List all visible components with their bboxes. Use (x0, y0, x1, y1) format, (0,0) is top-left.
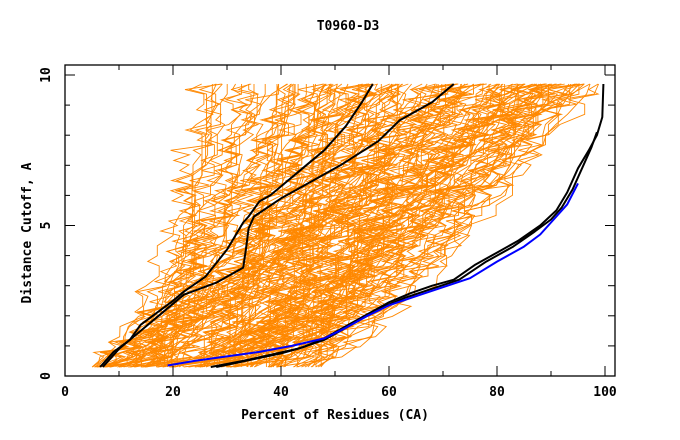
background-model-line (98, 83, 376, 368)
background-model-line (233, 83, 570, 368)
background-model-line (270, 84, 518, 368)
background-model-line (268, 83, 591, 367)
x-axis-label: Percent of Residues (CA) (241, 408, 429, 423)
model-black-4-line (210, 131, 598, 368)
background-model-line (157, 83, 437, 368)
background-model-line (197, 83, 363, 367)
background-model-line (275, 83, 466, 368)
background-model-line (316, 84, 382, 368)
background-model-line (145, 83, 428, 368)
y-tick-label: 5 (39, 222, 54, 230)
background-model-line (132, 83, 326, 368)
x-tick-label: 40 (273, 385, 289, 400)
background-model-line (101, 83, 502, 368)
background-model-line (226, 83, 280, 368)
background-model-line (100, 84, 280, 368)
x-tick-label: 0 (61, 385, 69, 400)
background-model-lines (91, 83, 600, 368)
background-model-line (199, 83, 600, 368)
plot-area (91, 83, 605, 368)
background-model-line (175, 83, 577, 368)
background-model-line (157, 83, 288, 367)
plot-frame (64, 64, 616, 377)
background-model-line (123, 83, 473, 368)
x-tick-label: 80 (489, 385, 505, 400)
highlighted-model-lines (99, 83, 605, 368)
background-model-line (203, 84, 462, 368)
background-model-line (235, 83, 547, 367)
y-tick-label: 0 (39, 372, 54, 380)
x-tick-label: 100 (593, 385, 617, 400)
background-model-line (283, 84, 549, 368)
background-model-line (96, 83, 580, 368)
axes (64, 64, 616, 377)
background-model-line (291, 83, 436, 368)
background-model-line (230, 83, 538, 368)
background-model-line (304, 83, 408, 368)
y-axis-label: Distance Cutoff, A (20, 162, 35, 303)
chart-title: T0960-D3 (317, 19, 380, 34)
model-black-1-line (99, 83, 374, 368)
x-tick-label: 60 (381, 385, 397, 400)
background-model-line (266, 83, 326, 368)
y-axis-ticks: 0 5 10 (39, 67, 615, 380)
background-model-line (226, 83, 513, 368)
model-black-2-line (102, 83, 455, 368)
background-model-line (97, 83, 217, 368)
background-model-line (230, 83, 291, 368)
background-model-line (297, 83, 401, 368)
background-model-line (221, 84, 278, 368)
background-model-line (152, 83, 379, 368)
background-model-line (126, 83, 400, 367)
background-model-line (131, 83, 317, 368)
background-model-line (173, 83, 551, 368)
background-model-line (311, 83, 374, 367)
x-axis-ticks: 0 20 40 60 80 100 (61, 65, 617, 400)
background-model-line (252, 83, 334, 368)
background-model-line (296, 83, 541, 368)
background-model-line (246, 83, 343, 368)
background-model-line (162, 83, 482, 368)
background-model-line (197, 83, 526, 368)
y-tick-label: 10 (39, 67, 54, 83)
background-model-line (94, 84, 371, 368)
model-blue-line (167, 182, 579, 367)
background-model-line (222, 84, 296, 368)
background-model-line (107, 83, 374, 367)
background-model-line (109, 83, 542, 368)
x-tick-label: 20 (165, 385, 181, 400)
background-model-line (163, 83, 217, 368)
